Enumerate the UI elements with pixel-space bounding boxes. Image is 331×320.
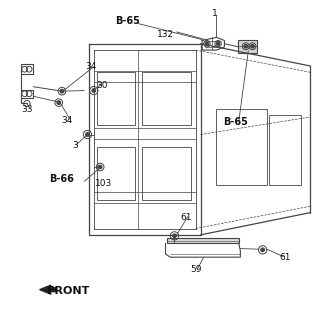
Circle shape [216,42,220,46]
Bar [142,147,191,200]
Text: 34: 34 [85,61,96,70]
Circle shape [251,44,255,48]
Text: 61: 61 [180,213,192,222]
Circle shape [98,165,102,169]
Circle shape [60,89,64,93]
Circle shape [172,234,176,238]
Bar [167,238,239,244]
Bar [269,116,301,186]
Circle shape [85,132,89,136]
Bar [97,147,135,200]
Text: 1: 1 [212,9,218,18]
FancyBboxPatch shape [238,40,257,53]
Circle shape [205,42,209,46]
Bar [142,72,191,125]
Polygon shape [40,285,56,294]
Text: 61: 61 [279,253,291,262]
Text: FRONT: FRONT [47,286,89,296]
Text: 34: 34 [61,116,72,125]
Text: 132: 132 [157,30,174,39]
Text: B-65: B-65 [115,16,140,27]
Circle shape [57,101,61,105]
Text: 103: 103 [95,180,112,188]
Circle shape [244,44,248,48]
Text: 59: 59 [190,265,202,275]
Text: 33: 33 [21,105,33,114]
Text: B-65: B-65 [223,117,248,127]
Text: 30: 30 [96,81,108,90]
Bar [97,72,135,125]
Text: B-66: B-66 [50,174,74,184]
Text: 3: 3 [72,141,77,150]
Bar [216,109,267,186]
Circle shape [261,248,264,252]
Circle shape [92,89,96,92]
